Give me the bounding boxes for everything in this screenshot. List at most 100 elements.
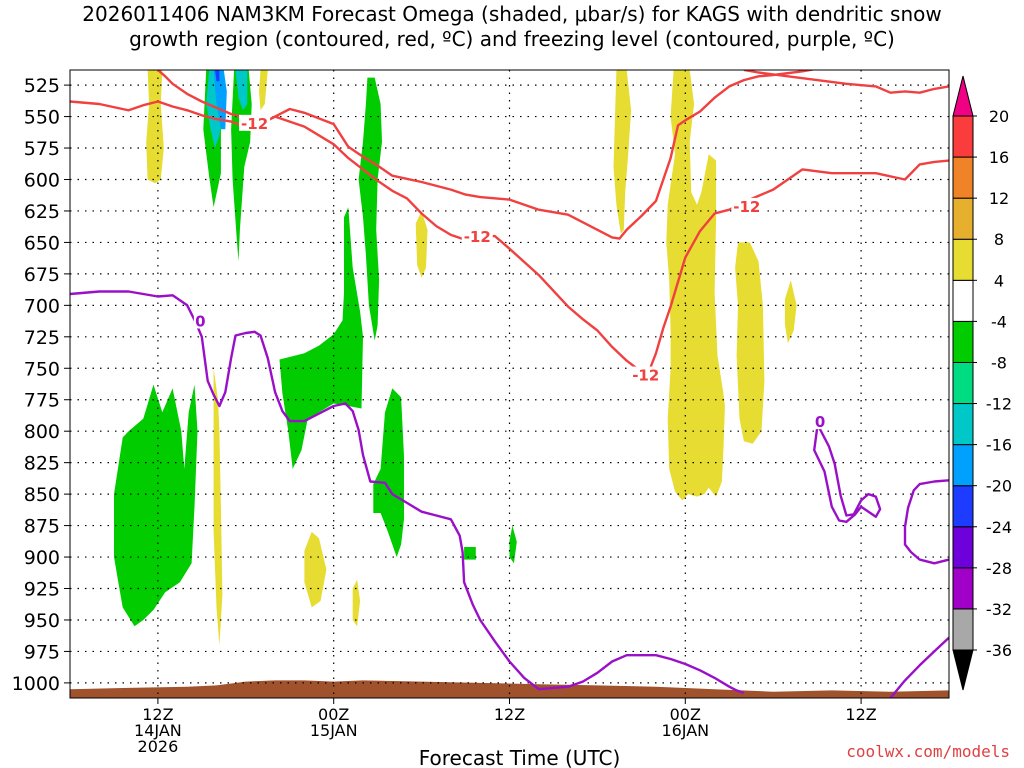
colorbar-label-8: -4 [991, 312, 1007, 331]
freezing-contour-main [70, 290, 745, 695]
omega-region-10 [213, 70, 227, 130]
colorbar-bin-9 [952, 279, 974, 322]
x-tick-label-2-0: 12Z [494, 705, 525, 724]
omega-region-13 [259, 70, 268, 111]
omega-region-9 [235, 70, 248, 111]
colorbar-bin-7 [952, 361, 974, 405]
colorbar-label-2: -28 [986, 559, 1012, 578]
colorbar-label-12: 16 [989, 148, 1009, 167]
y-tick-label-625: 625 [24, 201, 60, 223]
y-tick-label-1000: 1000 [12, 673, 60, 695]
y-tick-label-925: 925 [24, 579, 60, 601]
omega-region-12 [146, 70, 164, 184]
y-tick-label-825: 825 [24, 453, 60, 475]
colorbar-bin-12 [952, 156, 974, 199]
contour-label-bg-5 [813, 413, 827, 430]
contour-label-bg-2 [630, 366, 662, 383]
colorbar-label-11: 12 [989, 189, 1009, 208]
x-tick-label-0-1: 14JAN [134, 721, 182, 740]
y-tick-label-600: 600 [24, 169, 60, 191]
colorbar-label-4: -20 [986, 477, 1012, 496]
omega-region-19 [666, 70, 725, 501]
colorbar-bin-13 [952, 115, 974, 158]
x-axis-label: Forecast Time (UTC) [419, 746, 621, 768]
y-tick-label-750: 750 [24, 358, 60, 380]
colorbar-label-1: -32 [986, 600, 1012, 619]
contour-label-0: -12 [241, 115, 268, 133]
contour-label-5: 0 [815, 413, 825, 431]
colorbar-label-6: -12 [986, 395, 1012, 414]
y-tick-label-850: 850 [24, 484, 60, 506]
y-axis: 525 550 575 600 625 650 675 700 725 750 775 800 825 8… [12, 75, 70, 695]
colorbar-bin-4 [952, 485, 974, 528]
contour-label-3: -12 [733, 198, 760, 216]
y-tick-label-900: 900 [24, 547, 60, 569]
colorbar-bin-3 [952, 526, 974, 569]
omega-region-3 [279, 207, 363, 469]
omega-region-6 [464, 547, 476, 560]
x-tick-label-0-2: 2026 [138, 737, 179, 756]
credit-label: coolwx.com/models [846, 742, 1010, 761]
y-tick-label-650: 650 [24, 232, 60, 254]
omega-region-17 [352, 579, 361, 627]
colorbar: -36 -32 -28 -24 -20 -16 -12 -8 -4 4 8 12 16 20 [952, 75, 1012, 691]
omega-region-21 [784, 280, 797, 344]
dgz-contour-lower [70, 100, 949, 374]
x-tick-label-1-1: 15JAN [310, 721, 358, 740]
contour-label-2: -12 [632, 367, 659, 385]
colorbar-bin-1 [952, 608, 974, 651]
colorbar-label-5: -16 [986, 436, 1012, 455]
y-tick-label-675: 675 [24, 264, 60, 286]
colorbar-label-7: -8 [991, 353, 1007, 372]
contour-label-bg-1 [461, 228, 493, 245]
y-tick-label-525: 525 [24, 75, 60, 97]
freezing-contour-loop [813, 423, 882, 523]
contour-label-bg-3 [731, 197, 763, 214]
omega-region-11 [215, 70, 220, 82]
grid-layer [70, 70, 949, 698]
colorbar-bin-11 [952, 197, 974, 240]
y-tick-label-550: 550 [24, 107, 60, 129]
x-tick-label-3-1: 16JAN [661, 721, 709, 740]
x-tick-label-4-0: 12Z [845, 705, 876, 724]
colorbar-bin-8 [952, 320, 974, 363]
omega-region-20 [735, 242, 765, 444]
colorbar-bin-5 [952, 444, 974, 487]
omega-region-16 [415, 211, 428, 278]
omega-region-5 [373, 388, 404, 557]
freezing-contour-right-mid [903, 479, 949, 565]
colorbar-label-3: -24 [986, 518, 1012, 537]
freezing-contour-right-low [889, 636, 949, 698]
y-tick-label-875: 875 [24, 516, 60, 538]
x-tick-label-0-0: 12Z [142, 705, 173, 724]
contour-label-bg-0 [239, 114, 271, 131]
y-tick-label-725: 725 [24, 327, 60, 349]
contour-label-bg-4 [193, 312, 207, 329]
omega-region-4 [358, 77, 382, 341]
y-tick-label-575: 575 [24, 138, 60, 160]
omega-region-7 [509, 525, 517, 564]
y-tick-label-950: 950 [24, 610, 60, 632]
terrain-layer [70, 680, 949, 698]
colorbar-bin-10 [952, 238, 974, 281]
y-tick-label-700: 700 [24, 295, 60, 317]
omega-region-0 [114, 384, 198, 627]
y-tick-label-975: 975 [24, 641, 60, 663]
x-tick-label-3-0: 00Z [670, 705, 701, 724]
omega-region-15 [304, 531, 327, 608]
colorbar-bin-2 [952, 567, 974, 610]
contour-label-4: 0 [195, 312, 205, 330]
colorbar-label-13: 20 [989, 107, 1009, 126]
y-tick-label-800: 800 [24, 421, 60, 443]
colorbar-label-0: -36 [986, 641, 1012, 660]
chart-title-line-1: 2026011406 NAM3KM Forecast Omega (shaded… [82, 2, 942, 26]
colorbar-bin-6 [952, 403, 974, 446]
x-tick-label-1-0: 00Z [318, 705, 349, 724]
colorbar-label-9: 4 [994, 271, 1004, 290]
colorbar-top-arrow [952, 75, 974, 117]
colorbar-bottom-arrow [952, 649, 974, 691]
y-tick-label-775: 775 [24, 390, 60, 412]
colorbar-label-10: 8 [994, 230, 1004, 249]
